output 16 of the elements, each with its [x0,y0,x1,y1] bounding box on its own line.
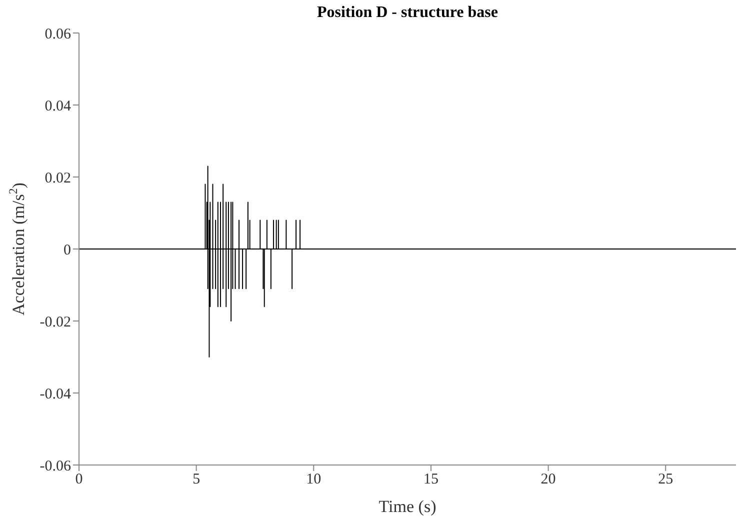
x-tick-label: 25 [658,472,674,488]
y-tick-label: 0.02 [44,170,71,186]
x-tick-label: 15 [423,472,438,488]
x-axis-title: Time (s) [378,497,436,516]
x-tick-label: 0 [75,472,83,488]
y-tick-label: 0.06 [44,26,72,42]
x-tick-label: 20 [540,472,556,488]
y-tick-label: -0.06 [40,458,72,474]
x-tick-label: 5 [192,472,200,488]
y-tick-label: -0.02 [40,314,71,330]
y-tick-label: -0.04 [40,386,72,402]
x-tick-label: 10 [306,472,322,488]
line-series [79,166,736,358]
y-tick-label: 0 [64,242,71,258]
chart-title: Position D - structure base [316,4,500,22]
y-tick-label: 0.04 [44,98,72,114]
